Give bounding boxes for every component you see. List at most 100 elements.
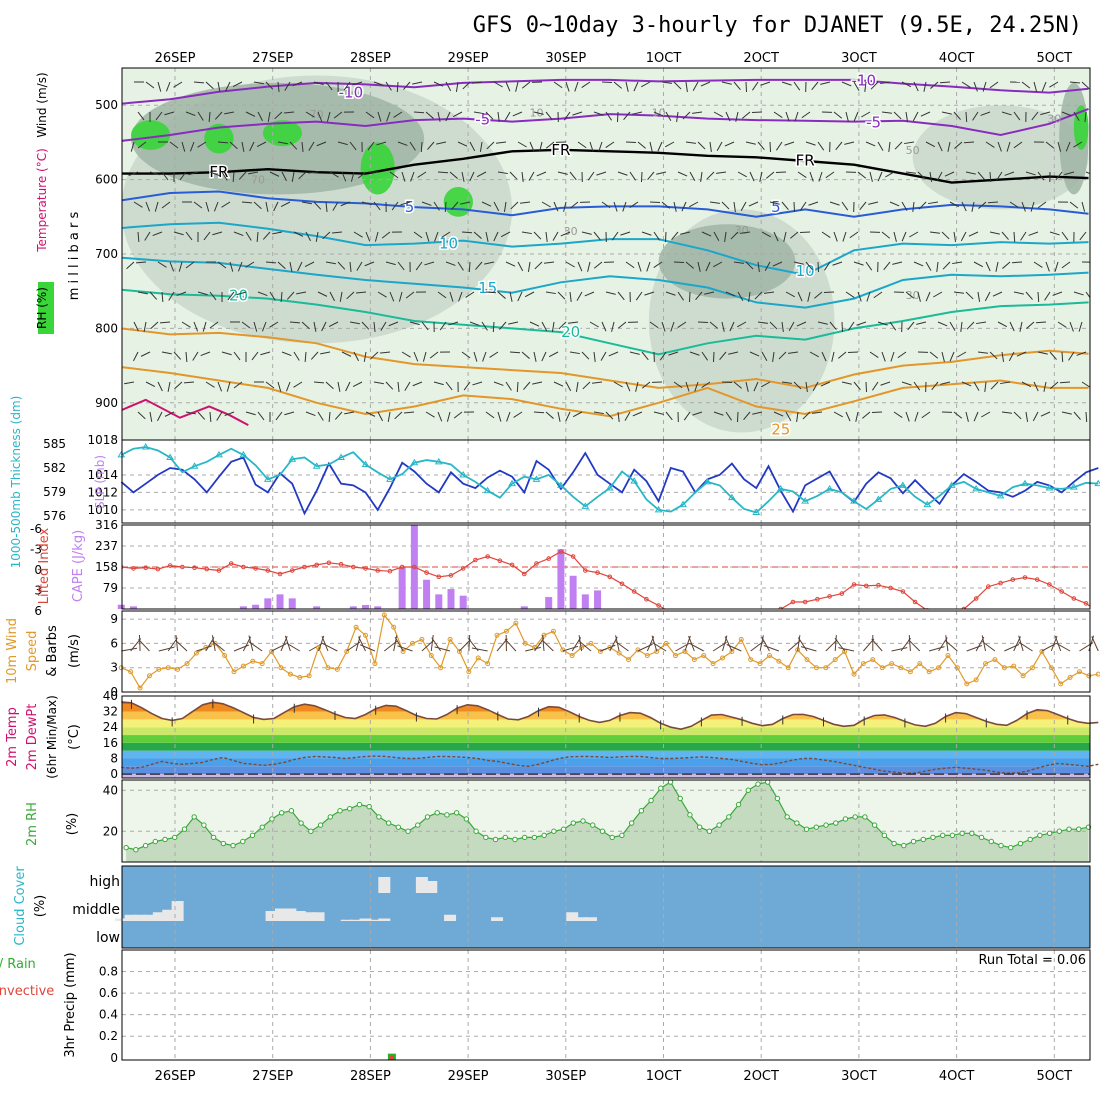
precip-frame xyxy=(121,949,1091,1061)
wind-barb xyxy=(1026,321,1035,329)
wind-barb xyxy=(1025,411,1029,422)
wind-barb xyxy=(1085,291,1090,299)
wind-barb xyxy=(343,81,351,91)
wind-barb xyxy=(541,201,551,208)
wind-barb xyxy=(952,261,963,265)
wind-barb xyxy=(197,141,207,148)
wind-barb xyxy=(661,81,672,84)
wind-barb xyxy=(963,141,975,144)
wind-barb xyxy=(797,171,807,179)
wind-marker xyxy=(832,657,838,663)
wind-barb xyxy=(665,141,675,148)
top-date-label: 26SEP xyxy=(155,51,196,66)
li-marker xyxy=(998,580,1003,586)
wind-barb xyxy=(249,141,255,152)
wind-barb xyxy=(448,321,459,326)
bottom-date-label: 30SEP xyxy=(545,1069,586,1084)
wind-barb xyxy=(135,261,147,264)
wind-barb xyxy=(788,351,799,354)
wind-barb xyxy=(489,351,499,358)
wind-barb xyxy=(617,321,627,329)
wind-barb xyxy=(817,141,825,151)
wind-barb xyxy=(625,261,635,269)
wind-barb xyxy=(576,291,583,301)
thickness-marker xyxy=(850,497,858,504)
wind-barb xyxy=(394,411,403,420)
wind-barb xyxy=(929,171,933,182)
wind-barb xyxy=(1081,201,1086,212)
wind-barb xyxy=(126,261,135,270)
temp-band xyxy=(122,719,1090,728)
wind-barb xyxy=(485,291,497,294)
wind-barb xyxy=(977,171,985,180)
wind-barb xyxy=(1061,261,1071,269)
wind-barb xyxy=(365,111,375,119)
wind-barb xyxy=(420,141,423,153)
wind-barb xyxy=(205,81,214,90)
wind-marker xyxy=(306,673,312,679)
wind-barb xyxy=(785,111,790,122)
wind-barb xyxy=(433,381,444,386)
wind-barb-10m xyxy=(945,635,949,652)
wind-barb xyxy=(181,141,186,152)
wind-barb xyxy=(1033,381,1039,392)
wind-barb xyxy=(761,381,771,388)
wind-barb xyxy=(728,351,739,355)
wind-barb xyxy=(328,411,331,423)
wind-barb xyxy=(856,321,867,326)
wind-barb xyxy=(553,81,563,89)
rh2m-marker xyxy=(920,836,926,843)
wind-barb xyxy=(449,171,458,179)
wind-barb xyxy=(1076,351,1087,356)
wind-barb xyxy=(381,231,391,239)
wind-marker xyxy=(325,665,331,671)
wind-barb xyxy=(133,321,139,332)
wind-barb xyxy=(441,231,451,238)
wind-barb xyxy=(829,201,840,206)
wind-barb xyxy=(781,201,789,210)
wind-barb xyxy=(149,291,158,300)
wind-barb xyxy=(357,171,367,179)
thickness-marker xyxy=(532,475,541,482)
top-date-label: 30SEP xyxy=(545,51,586,66)
wind-barb xyxy=(203,231,211,241)
wind-barb xyxy=(725,291,736,297)
rh2m-marker xyxy=(376,814,382,820)
wind-marker xyxy=(522,640,528,646)
wind-marker xyxy=(184,661,190,667)
wind-barb-10m xyxy=(891,647,908,652)
rh-region-green xyxy=(204,123,234,154)
rh2m-marker xyxy=(1017,840,1024,847)
wind-barb xyxy=(534,261,543,270)
wind-barb xyxy=(149,411,153,422)
wind-marker xyxy=(193,650,199,656)
wind-barb xyxy=(340,201,351,207)
li-marker xyxy=(876,582,881,588)
wind-barb xyxy=(164,411,175,417)
wind-barb xyxy=(479,141,483,152)
wind-barb-10m xyxy=(468,634,471,652)
wind-marker xyxy=(1058,681,1064,687)
wind-barb xyxy=(569,171,577,181)
wind-barb xyxy=(128,171,139,177)
precip-legend-convective: Convective xyxy=(0,984,54,999)
rh2m-marker xyxy=(677,795,683,802)
rh2m-marker xyxy=(687,812,693,818)
temp-axis-label-3: (6hr Min/Max) xyxy=(45,695,59,779)
wind-barb xyxy=(403,81,411,90)
wind-barb xyxy=(659,351,667,361)
rh2m-marker xyxy=(735,801,742,808)
thickness-marker xyxy=(1045,484,1054,491)
rh-legend-swatch xyxy=(38,282,54,334)
wind-barb xyxy=(320,351,331,355)
wind-barb xyxy=(706,171,715,180)
wind-barb xyxy=(625,81,629,92)
wind-barb xyxy=(493,81,503,88)
wind-barb xyxy=(965,291,974,300)
wind-barb xyxy=(517,291,523,302)
rh2m-marker xyxy=(492,836,499,843)
wind-barb xyxy=(1013,111,1021,121)
wind-barb xyxy=(635,291,643,301)
wind-barb xyxy=(1021,81,1031,89)
wind-marker xyxy=(466,669,472,675)
